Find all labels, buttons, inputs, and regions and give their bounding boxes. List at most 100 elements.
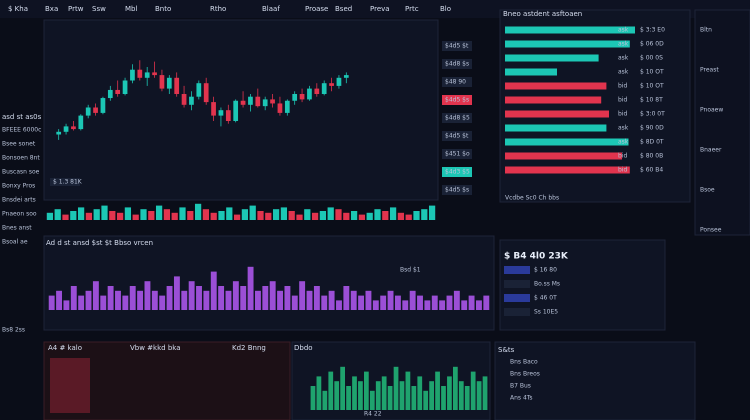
- bar: [171, 212, 178, 220]
- bar: [70, 286, 77, 310]
- bar: [288, 211, 295, 220]
- bar: [453, 290, 460, 310]
- list-row: B7 Bus: [510, 383, 531, 390]
- price-label: $4d5 $t: [445, 43, 469, 50]
- bar: [369, 390, 375, 410]
- price-label: $4d3 $5: [445, 169, 470, 176]
- bar: [159, 295, 166, 310]
- bar: [78, 295, 85, 310]
- bar: [210, 271, 217, 310]
- sidebar-row: Bsee sonet: [2, 141, 36, 148]
- candle-body: [93, 107, 98, 113]
- bar: [148, 211, 155, 220]
- bar: [241, 209, 249, 220]
- bar: [421, 209, 428, 220]
- bar: [155, 205, 163, 220]
- bar: [413, 211, 420, 220]
- ticker-box: [504, 266, 530, 274]
- bar: [249, 205, 256, 220]
- right-item[interactable]: Bltn: [700, 27, 712, 34]
- nav-item[interactable]: Blaaf: [262, 5, 280, 13]
- bar: [196, 286, 202, 310]
- right-item[interactable]: Bnaeer: [700, 147, 722, 154]
- depth-bar: [505, 40, 630, 48]
- volume-panel: [43, 235, 495, 331]
- price-box: [442, 77, 472, 87]
- nav-item[interactable]: Prtc: [405, 5, 419, 13]
- bar: [101, 205, 108, 220]
- right-item[interactable]: Preast: [700, 67, 719, 74]
- bar: [296, 214, 303, 220]
- right-item[interactable]: Pnoaew: [700, 107, 723, 114]
- nav-item[interactable]: Prtw: [68, 5, 84, 13]
- bar: [179, 207, 186, 220]
- price-label: $48 90: [445, 79, 466, 86]
- bar: [85, 290, 92, 310]
- bar: [144, 281, 151, 310]
- bar: [166, 286, 173, 310]
- candle-body: [71, 126, 76, 130]
- ticker-row: Bo.ss Ms: [534, 281, 560, 288]
- bar: [365, 290, 372, 310]
- candle-body: [284, 100, 290, 113]
- bar: [343, 212, 350, 220]
- price-label: $4d8 $s: [445, 61, 469, 68]
- bar: [247, 266, 254, 310]
- nav-item[interactable]: Ssw: [92, 5, 106, 13]
- volume-title: Ad d st ansd $st $t Bbso vrcen: [46, 239, 153, 247]
- bar: [92, 281, 99, 310]
- bar: [423, 390, 429, 410]
- ticker-box: [504, 308, 530, 316]
- bar: [62, 214, 69, 220]
- sidebar-title: asd st as0s: [2, 113, 42, 121]
- ticker-box: [504, 294, 530, 302]
- bar: [389, 207, 397, 220]
- right-item[interactable]: Bsoe: [700, 187, 715, 194]
- order-side: ask: [618, 27, 629, 34]
- bar: [280, 207, 288, 220]
- order-value: $ 10 8T: [640, 97, 663, 104]
- nav-item[interactable]: Bxa: [45, 5, 58, 13]
- order-value: $ 06 0D: [640, 41, 664, 48]
- order-side: ask: [618, 69, 629, 76]
- order-side: bid: [618, 153, 627, 160]
- bar: [464, 386, 470, 410]
- nav-item[interactable]: Blo: [440, 5, 451, 13]
- bar: [226, 207, 233, 220]
- nav-item[interactable]: Proase: [305, 5, 328, 13]
- nav-item[interactable]: Mbl: [125, 5, 137, 13]
- bottom-chart-foot: R4 22: [364, 411, 382, 418]
- depth-bar: [505, 152, 622, 160]
- right-item[interactable]: Ponsee: [700, 227, 722, 234]
- price-label: $4d5 $t: [445, 133, 469, 140]
- candle-body: [144, 72, 150, 78]
- nav-item[interactable]: Preva: [370, 5, 390, 13]
- nav-item[interactable]: Bnto: [155, 5, 171, 13]
- price-box: [442, 41, 472, 51]
- price-label: $4d5 $s: [445, 97, 469, 104]
- candle-body: [115, 89, 121, 94]
- bar: [304, 209, 311, 220]
- bar: [311, 212, 319, 220]
- bar: [350, 290, 357, 310]
- bar: [358, 295, 365, 310]
- candle-body: [292, 94, 298, 101]
- ticker-row: $ 16 80: [534, 267, 557, 274]
- candle-body: [189, 96, 194, 105]
- bar: [476, 381, 482, 410]
- nav-item[interactable]: $ Kha: [8, 5, 28, 13]
- bar: [124, 207, 132, 220]
- bar: [328, 371, 334, 410]
- bar: [417, 295, 423, 310]
- bar: [100, 295, 107, 310]
- bar: [269, 281, 276, 310]
- order-value: $ 80 0B: [640, 153, 663, 160]
- order-value: $ 00 0S: [640, 55, 663, 62]
- price-label: $4d5 $s: [445, 187, 469, 194]
- nav-item[interactable]: Bsed: [335, 5, 352, 13]
- sidebar-row: Bonxy Pros: [2, 183, 35, 190]
- nav-item[interactable]: Rtho: [210, 5, 226, 13]
- bar: [393, 366, 399, 410]
- bar: [435, 371, 440, 410]
- tag-box: [50, 178, 80, 186]
